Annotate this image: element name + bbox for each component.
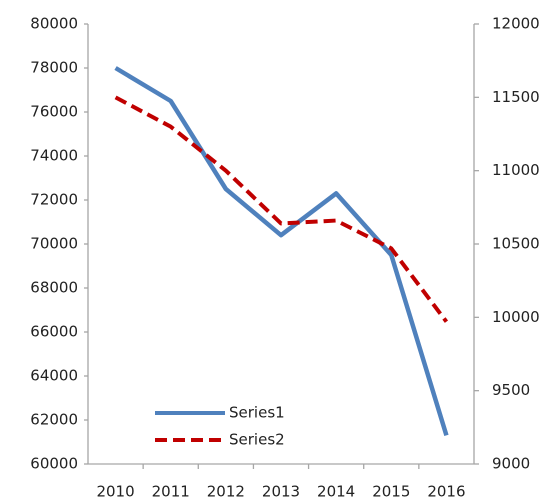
legend-label: Series1: [229, 404, 285, 422]
y2-tick-label: 9500: [492, 381, 530, 399]
y2-tick-label: 10000: [492, 308, 540, 326]
y-tick-label: 64000: [30, 367, 78, 385]
x-tick-label: 2010: [96, 483, 134, 501]
y-tick-label: 74000: [30, 147, 78, 165]
x-tick-label: 2012: [207, 483, 245, 501]
y-tick-label: 78000: [30, 59, 78, 77]
y-tick-label: 76000: [30, 103, 78, 121]
x-tick-label: 2015: [372, 483, 410, 501]
series-line: [114, 95, 449, 323]
y2-tick-label: 12000: [492, 15, 540, 33]
x-tick-label: 2016: [427, 483, 465, 501]
y-tick-label: 80000: [30, 15, 78, 33]
y2-tick-label: 10500: [492, 235, 540, 253]
x-tick-label: 2013: [262, 483, 300, 501]
legend-label: Series2: [229, 431, 285, 449]
x-tick-label: 2011: [152, 483, 190, 501]
y2-tick-label: 11500: [492, 88, 540, 106]
y2-tick-label: 11000: [492, 161, 540, 179]
series-line: [114, 66, 449, 437]
y-tick-label: 62000: [30, 411, 78, 429]
x-tick-label: 2014: [317, 483, 355, 501]
y-tick-label: 66000: [30, 323, 78, 341]
y-tick-label: 70000: [30, 235, 78, 253]
y2-tick-label: 9000: [492, 455, 530, 473]
y-tick-label: 60000: [30, 455, 78, 473]
y-tick-label: 68000: [30, 279, 78, 297]
y-tick-label: 72000: [30, 191, 78, 209]
